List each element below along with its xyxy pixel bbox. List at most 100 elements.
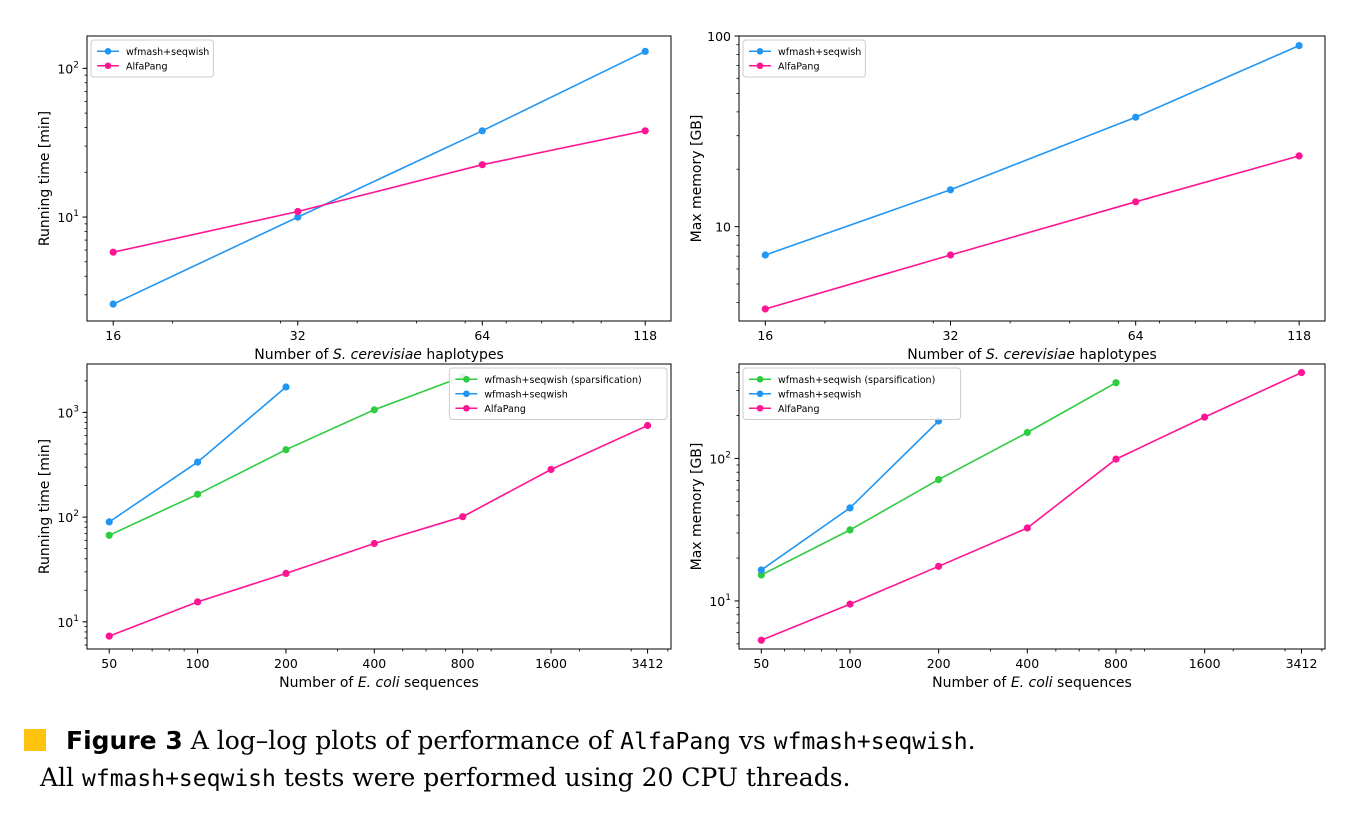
y-axis-label: Running time [min] bbox=[37, 111, 53, 246]
x-tick-label: 3412 bbox=[632, 656, 664, 671]
x-tick-label: 200 bbox=[927, 656, 951, 671]
series-line bbox=[108, 386, 287, 523]
legend-marker bbox=[756, 62, 764, 70]
caption-text: All bbox=[40, 763, 82, 792]
legend-marker bbox=[756, 47, 764, 55]
x-tick-label: 16 bbox=[105, 328, 121, 343]
legend: wfmash+seqwish (sparsification) wfmash+se… bbox=[742, 367, 962, 420]
data-point bbox=[1112, 455, 1120, 463]
legend-marker bbox=[756, 404, 764, 412]
x-tick-label: 64 bbox=[474, 328, 490, 343]
legend-label: wfmash+seqwish bbox=[126, 47, 209, 58]
caption-code-wfmash: wfmash+seqwish bbox=[82, 766, 276, 792]
chart-panel-3: 101 102 103 50 100 200 400 800 1600 3412 Number of… bbox=[37, 363, 672, 691]
legend: wfmash+seqwish (sparsification) wfmash+se… bbox=[448, 367, 668, 420]
data-point bbox=[370, 406, 378, 414]
x-axis-label: Number of S. cerevisiae haplotypes bbox=[907, 347, 1156, 363]
data-point bbox=[105, 632, 113, 640]
series-line bbox=[112, 50, 646, 305]
data-point bbox=[478, 127, 486, 135]
x-tick-label: 32 bbox=[290, 328, 306, 343]
data-point bbox=[946, 186, 955, 194]
legend-marker bbox=[756, 375, 764, 383]
legend: wfmash+seqwish AlfaPang bbox=[90, 39, 214, 78]
legend-label: AlfaPang bbox=[484, 404, 525, 415]
x-tick-label: 100 bbox=[186, 656, 210, 671]
data-point bbox=[641, 47, 649, 56]
figure-label: Figure 3 bbox=[66, 726, 183, 755]
legend-label: wfmash+seqwish bbox=[778, 47, 861, 58]
legend-label: wfmash+seqwish (sparsification) bbox=[778, 375, 935, 386]
y-axis-label: Max memory [GB] bbox=[689, 443, 705, 571]
caption-code-wfmash: wfmash+seqwish bbox=[773, 729, 968, 755]
x-tick-label: 800 bbox=[1104, 656, 1128, 671]
data-point bbox=[946, 251, 955, 259]
x-tick-label: 50 bbox=[753, 656, 769, 671]
data-point bbox=[757, 571, 765, 579]
legend-label: AlfaPang bbox=[778, 404, 819, 415]
caption-text: . bbox=[967, 726, 976, 755]
legend-label: AlfaPang bbox=[126, 61, 167, 72]
x-tick-label: 400 bbox=[1015, 656, 1039, 671]
caption-text: vs bbox=[730, 726, 774, 755]
x-axis-label: Number of E. coli sequences bbox=[932, 675, 1132, 691]
x-tick-label: 16 bbox=[757, 328, 773, 343]
y-axis-label: Max memory [GB] bbox=[689, 115, 705, 243]
data-point bbox=[757, 566, 765, 574]
data-point bbox=[194, 458, 202, 466]
data-point bbox=[1132, 113, 1140, 121]
data-point bbox=[761, 305, 769, 313]
legend-marker bbox=[104, 47, 112, 55]
data-point bbox=[105, 518, 113, 526]
data-point bbox=[935, 476, 943, 484]
data-point bbox=[644, 421, 652, 430]
legend-box bbox=[742, 39, 866, 78]
chart-panel-4: 101 102 50 100 200 400 800 1600 3412 Number of E.… bbox=[689, 363, 1326, 691]
data-point bbox=[282, 383, 290, 391]
legend-marker bbox=[104, 62, 112, 70]
y-tick-label: 101 bbox=[57, 209, 79, 225]
series-line bbox=[108, 375, 463, 537]
legend: wfmash+seqwish AlfaPang bbox=[742, 39, 866, 78]
data-point bbox=[282, 569, 290, 578]
data-point bbox=[1295, 42, 1303, 50]
plot-frame bbox=[738, 35, 1326, 322]
x-axis-label: Number of E. coli sequences bbox=[279, 675, 479, 691]
data-point bbox=[194, 490, 202, 498]
chart-panel-2: 10 100 16 32 64 118 Number of S. cerevisiae ha… bbox=[689, 29, 1326, 363]
data-point bbox=[846, 600, 854, 608]
data-point bbox=[547, 465, 555, 474]
data-point bbox=[294, 207, 302, 216]
caption-marker-icon bbox=[24, 729, 46, 751]
series-line bbox=[765, 44, 1300, 256]
data-point bbox=[757, 636, 765, 644]
plot-frame bbox=[86, 363, 672, 650]
series-line bbox=[108, 424, 648, 637]
data-point bbox=[846, 526, 854, 534]
caption-line-2: All wfmash+seqwish tests were performed … bbox=[40, 759, 851, 798]
data-point bbox=[1201, 413, 1209, 421]
x-tick-label: 3412 bbox=[1286, 656, 1318, 671]
data-point bbox=[294, 213, 302, 221]
y-tick-label: 103 bbox=[57, 404, 79, 420]
x-tick-label: 400 bbox=[362, 656, 386, 671]
data-point bbox=[109, 300, 117, 308]
data-point bbox=[282, 446, 290, 454]
y-tick-label: 102 bbox=[57, 60, 79, 76]
data-point bbox=[109, 248, 117, 256]
legend-box bbox=[90, 39, 214, 78]
x-tick-label: 50 bbox=[101, 656, 117, 671]
plot-frame bbox=[738, 363, 1326, 650]
legend-box bbox=[742, 367, 962, 420]
data-point bbox=[846, 504, 854, 512]
caption-code-alfapang: AlfaPang bbox=[620, 729, 731, 755]
y-axis-label: Running time [min] bbox=[37, 439, 53, 574]
y-tick-label: 100 bbox=[707, 29, 731, 44]
data-point bbox=[105, 531, 113, 539]
x-tick-label: 800 bbox=[451, 656, 475, 671]
legend-marker bbox=[463, 404, 470, 412]
data-point bbox=[1132, 198, 1140, 206]
legend-box bbox=[448, 367, 668, 420]
data-point bbox=[761, 251, 769, 259]
